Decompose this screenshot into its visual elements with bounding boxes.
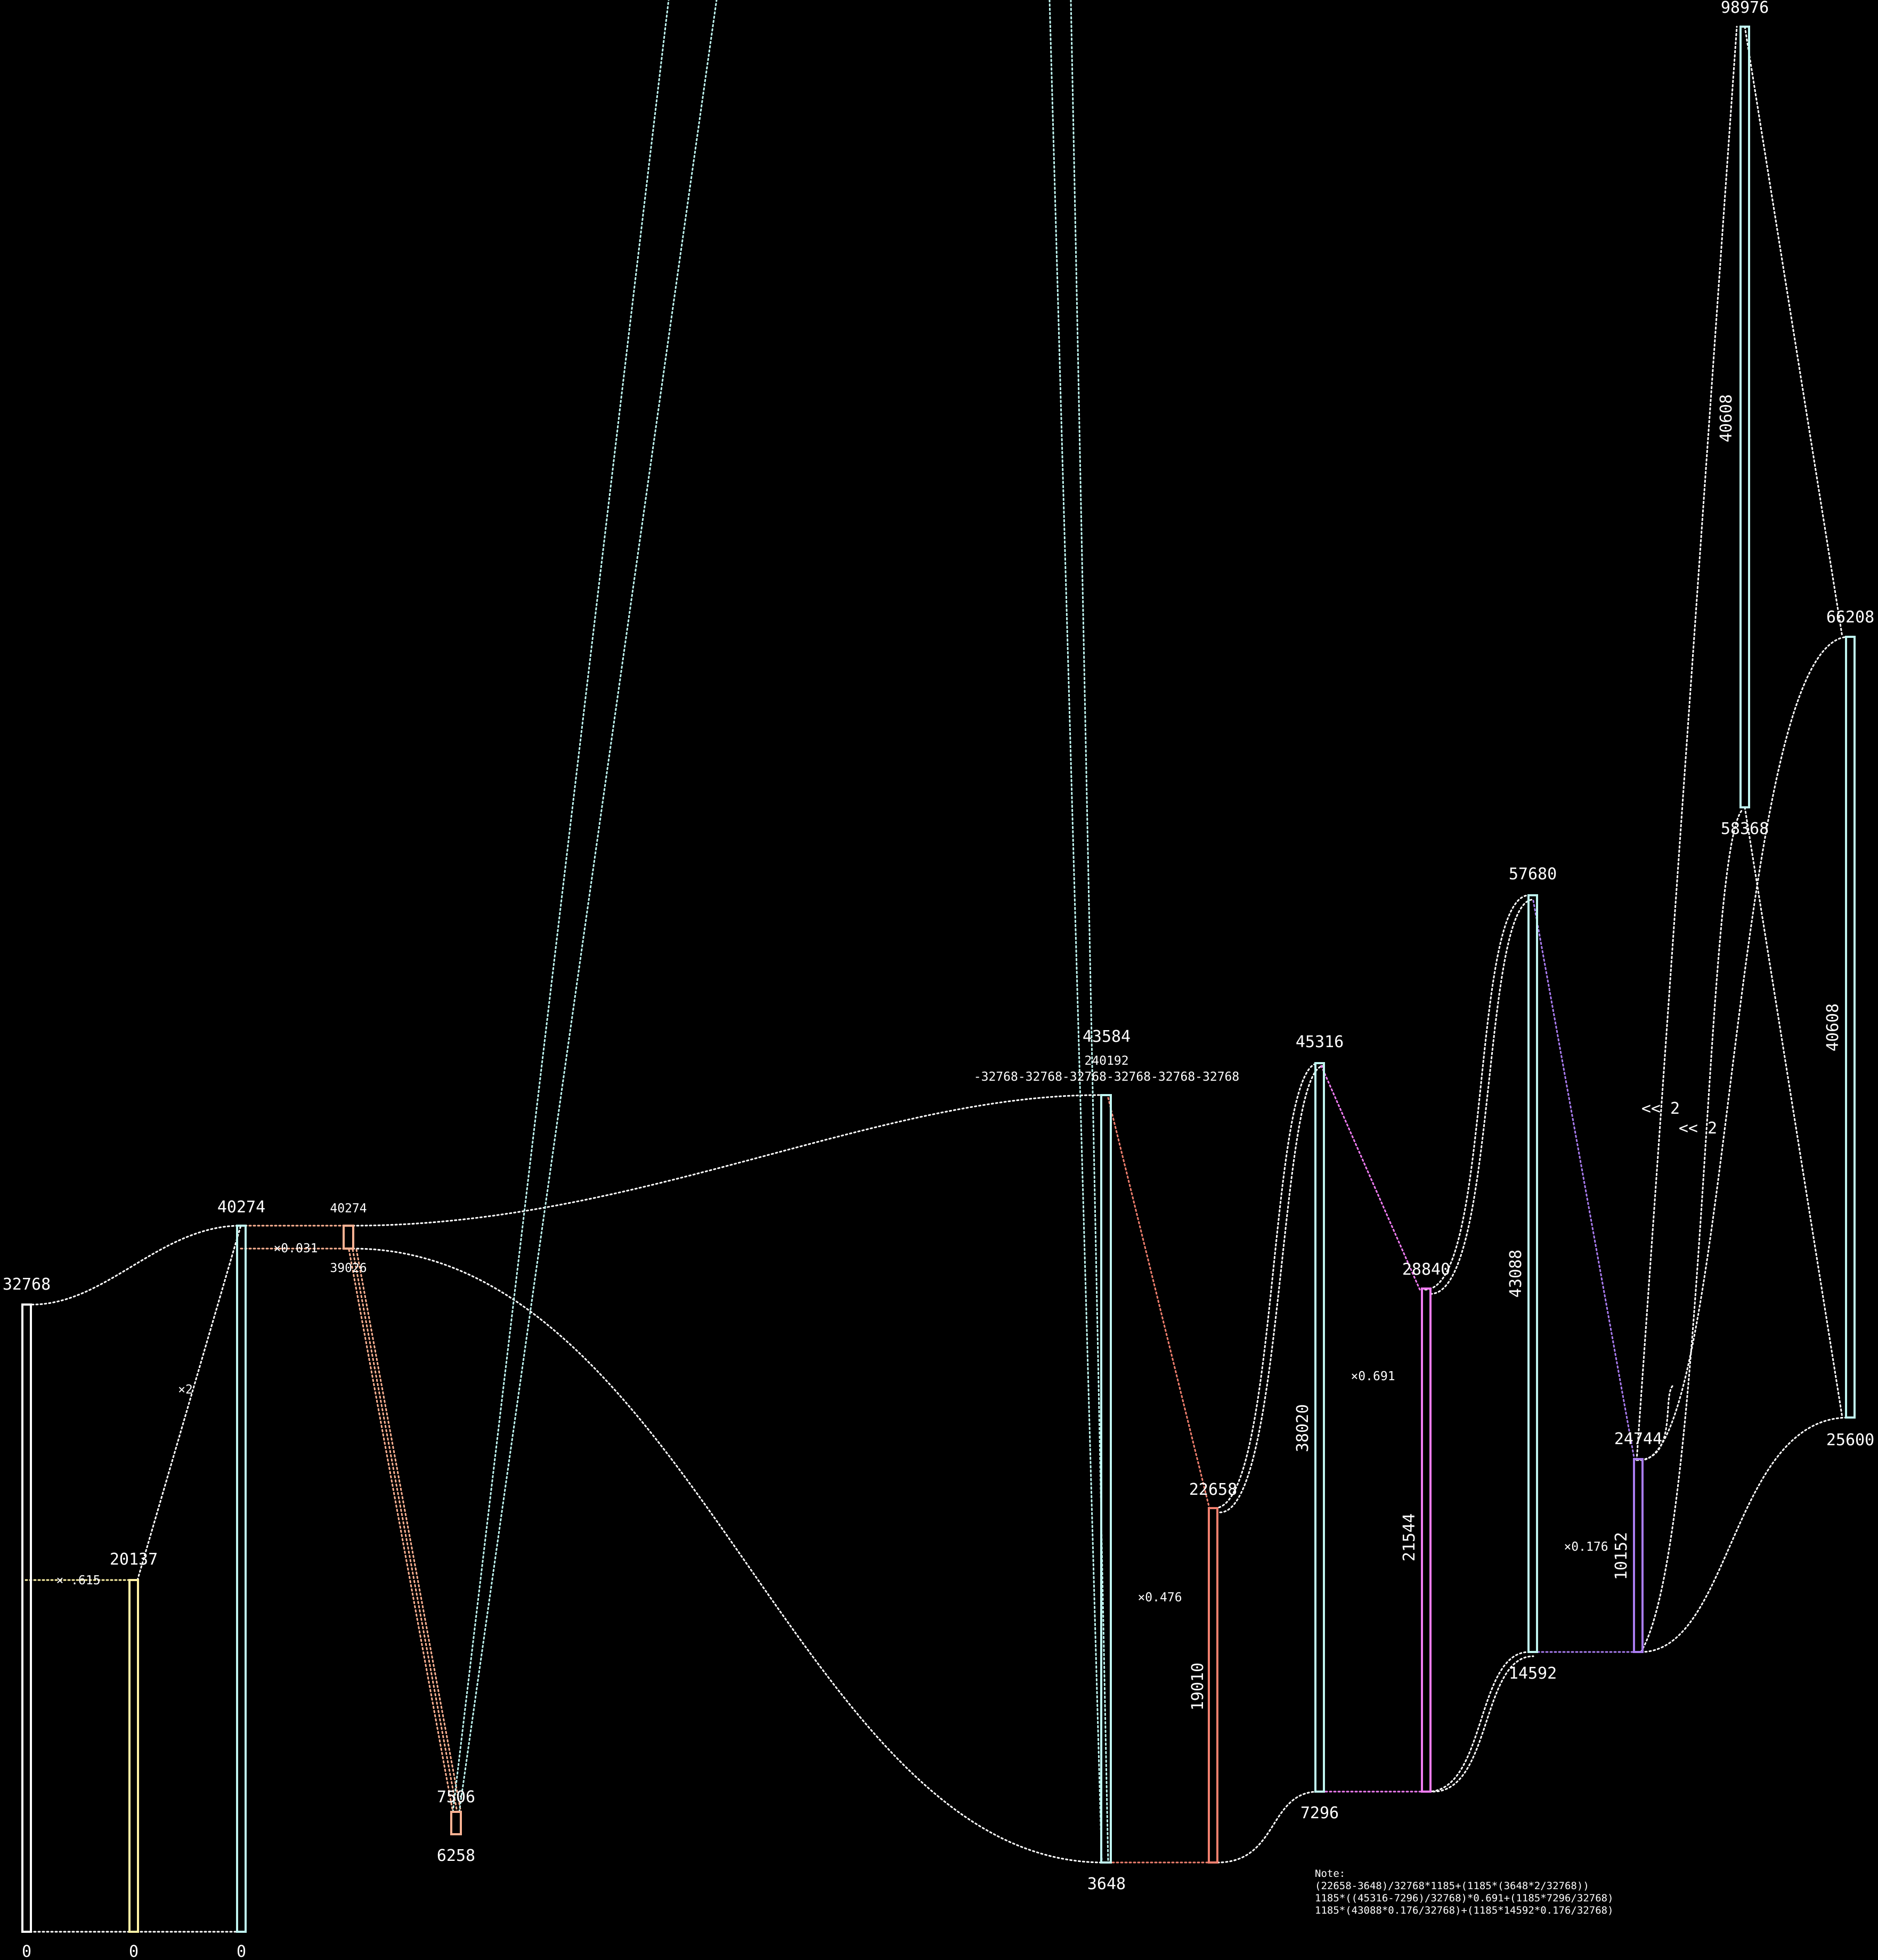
label-39026: 39026: [330, 1261, 367, 1275]
label-0-b: 0: [129, 1942, 139, 1960]
bar-22658: [1208, 1507, 1218, 1864]
connector-24744-to-66208: [1640, 636, 1850, 1461]
connector-19010-to-7296: [1216, 1791, 1320, 1864]
label-19010: 19010: [1189, 1663, 1207, 1711]
label-subtraction-expression: -32768-32768-32768-32768-32768-32768: [974, 1070, 1240, 1084]
label-66208: 66208: [1826, 608, 1874, 627]
label-240192: 240192: [1084, 1054, 1128, 1068]
connector-7506-up-a: [452, 0, 670, 1813]
label-40274-small: 40274: [330, 1202, 367, 1216]
op-mul-2: ×2: [178, 1383, 193, 1397]
connector-22658-to-45316-a: [1214, 1062, 1320, 1509]
bar-40274: [236, 1225, 247, 1933]
connector-28840-to-57680-a: [1424, 894, 1530, 1291]
label-43088: 43088: [1507, 1250, 1525, 1298]
connector-58368-to-25600: [1744, 806, 1843, 1419]
bar-28840: [1421, 1287, 1432, 1793]
label-25600: 25600: [1826, 1431, 1874, 1449]
operation-labels: × .615 ×2 ×0.031 ×0.476 ×0.691 ×0.176 <<…: [56, 1099, 1717, 1605]
bar-20137: [128, 1579, 139, 1933]
connector-28840-to-57680-b: [1429, 898, 1534, 1295]
label-10152: 10152: [1612, 1532, 1631, 1580]
connector-x0691: [1320, 1065, 1421, 1291]
connector-to-7506-b: [352, 1249, 458, 1813]
bar-66208: [1845, 636, 1856, 1419]
value-labels: 0 0 0 32768 20137 40274 40274 39026 7506…: [3, 0, 1874, 1960]
label-24744: 24744: [1614, 1430, 1662, 1448]
connector-x0476: [1107, 1097, 1210, 1509]
connector-39026-to-3648: [352, 1248, 1107, 1864]
bar-45316: [1314, 1062, 1325, 1793]
connector-shl2-b: [1640, 809, 1743, 1653]
connector-32768-to-40274: [31, 1225, 242, 1306]
op-shl-2-b: << 2: [1679, 1119, 1717, 1138]
label-6258: 6258: [437, 1846, 475, 1865]
label-58368: 58368: [1721, 820, 1769, 838]
label-22658: 22658: [1189, 1480, 1237, 1499]
op-mul-0176: ×0.176: [1564, 1540, 1608, 1554]
label-32768: 32768: [3, 1275, 51, 1294]
label-7296: 7296: [1300, 1804, 1339, 1823]
bar-98976: [1739, 26, 1750, 808]
label-40274: 40274: [217, 1198, 265, 1217]
note-line-3: 1185*(43088*0.176/32768)+(1185*14592*0.1…: [1315, 1905, 1614, 1916]
bar-32768: [21, 1303, 32, 1933]
label-57680: 57680: [1509, 865, 1557, 884]
label-38020: 38020: [1294, 1404, 1312, 1452]
bar-43584: [1100, 1094, 1112, 1864]
note-line-2: 1185*((45316-7296)/32768)*0.691+(1185*72…: [1315, 1892, 1614, 1904]
label-40608-a: 40608: [1717, 394, 1736, 442]
bar-24744: [1633, 1458, 1644, 1653]
connector-7506-up-b: [458, 0, 718, 1813]
connector-x0176: [1532, 900, 1636, 1461]
connector-to-7506-a: [348, 1249, 454, 1813]
bar-7506: [450, 1811, 462, 1835]
label-0-a: 0: [22, 1942, 31, 1960]
label-0-c: 0: [237, 1942, 246, 1960]
op-mul-0615: × .615: [56, 1574, 100, 1588]
connector-40274-to-43584: [352, 1094, 1107, 1227]
bars: [21, 26, 1856, 1933]
label-21544: 21544: [1400, 1513, 1419, 1561]
connector-21544-to-14592-a: [1427, 1651, 1530, 1793]
label-40608-b: 40608: [1824, 1003, 1842, 1051]
label-14592: 14592: [1509, 1664, 1557, 1683]
op-mul-0476: ×0.476: [1137, 1591, 1182, 1605]
connector-shl2-a: [1636, 26, 1738, 1461]
note-block: Note: (22658-3648)/32768*1185+(1185*(364…: [1315, 1868, 1614, 1916]
label-28840: 28840: [1402, 1260, 1450, 1279]
bar-40274-small: [343, 1225, 354, 1250]
label-7506: 7506: [437, 1788, 475, 1807]
connector-21544-to-14592-b: [1432, 1655, 1534, 1793]
op-shl-2-a: << 2: [1641, 1099, 1680, 1118]
connector-top-to-43584-a: [1048, 0, 1103, 1864]
label-20137: 20137: [110, 1550, 158, 1569]
note-line-1: (22658-3648)/32768*1185+(1185*(3648*2/32…: [1315, 1880, 1589, 1892]
label-45316: 45316: [1296, 1033, 1344, 1051]
bar-57680: [1527, 894, 1538, 1653]
connector-98976-to-66208: [1744, 26, 1843, 638]
op-mul-0031: ×0.031: [273, 1242, 318, 1256]
connector-10152-to-25600: [1640, 1416, 1850, 1653]
connector-to-7506-c: [355, 1249, 462, 1813]
op-mul-0691: ×0.691: [1351, 1370, 1395, 1383]
note-title: Note:: [1315, 1868, 1345, 1880]
label-43584: 43584: [1083, 1027, 1131, 1046]
connector-x2: [136, 1225, 242, 1581]
label-98976: 98976: [1721, 0, 1769, 17]
connector-22658-to-45316-b: [1219, 1065, 1325, 1513]
label-3648: 3648: [1087, 1875, 1126, 1893]
